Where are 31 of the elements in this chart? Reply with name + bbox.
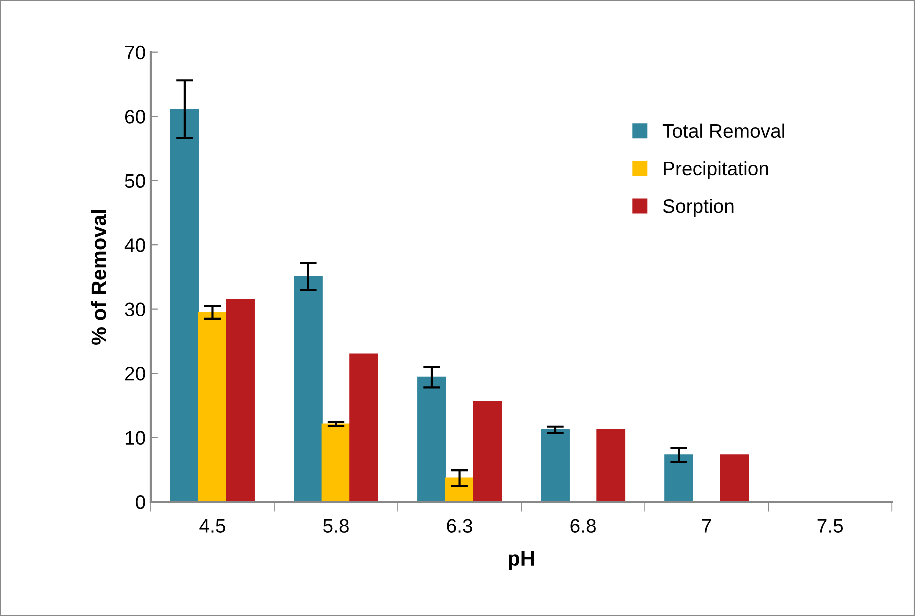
x-tick-label: 4.5 [200, 519, 226, 533]
legend-label: Total Removal [662, 124, 784, 138]
x-tick-label: 5.8 [324, 519, 349, 533]
y-tick-label: 70 [125, 46, 146, 60]
bar [198, 312, 228, 502]
legend-label: Sorption [663, 198, 734, 218]
bar [170, 108, 200, 502]
legend-label: Precipitation [664, 161, 768, 180]
y-tick-label: 10 [126, 431, 146, 446]
y-tick-label: 0 [136, 496, 146, 510]
y-tick-label: 30 [125, 302, 146, 317]
bar [294, 276, 323, 502]
bar [664, 454, 694, 502]
x-tick-label: 6.3 [447, 519, 472, 533]
x-tick-label: 7 [702, 519, 712, 533]
y-tick-label: 40 [124, 238, 146, 252]
y-tick-label: 50 [125, 174, 146, 188]
y-tick-label: 60 [125, 110, 146, 124]
bar [322, 424, 351, 502]
bar [350, 354, 379, 502]
bar [720, 454, 750, 502]
bar [226, 299, 255, 502]
bar [473, 401, 502, 502]
x-tick-label: 7.5 [818, 519, 844, 533]
y-axis-title: % of Removal [91, 210, 106, 345]
y-tick-label: 20 [125, 367, 146, 381]
x-tick-label: 6.8 [570, 519, 596, 533]
x-axis-title: pH [509, 551, 534, 570]
bar [541, 430, 570, 502]
bar [596, 430, 626, 502]
bar [418, 376, 446, 502]
